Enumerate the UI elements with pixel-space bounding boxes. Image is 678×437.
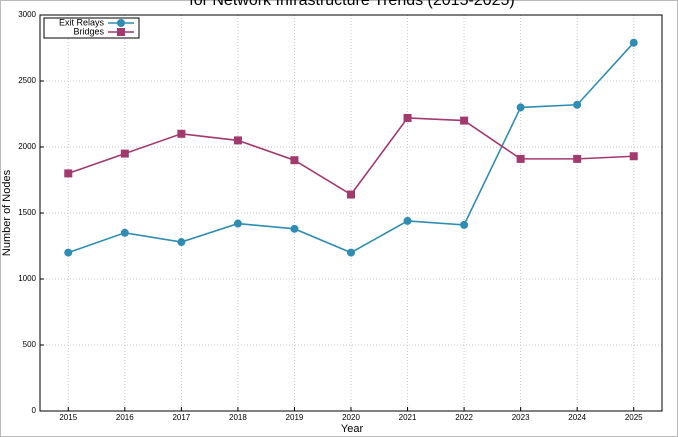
- marker: [516, 154, 525, 163]
- marker: [573, 154, 582, 163]
- chart-title: for Network Infrastructure Trends (2015-…: [189, 0, 514, 9]
- x-tick-label: 2018: [229, 413, 247, 422]
- marker: [120, 228, 129, 237]
- marker: [460, 220, 469, 229]
- x-tick-label: 2017: [172, 413, 190, 422]
- x-tick-label: 2016: [116, 413, 134, 422]
- x-tick-label: 2021: [399, 413, 417, 422]
- marker: [403, 216, 412, 225]
- y-tick-label: 0: [32, 406, 37, 415]
- marker: [177, 129, 186, 138]
- y-tick-label: 500: [23, 340, 37, 349]
- y-tick-label: 1000: [18, 274, 36, 283]
- x-tick-label: 2025: [625, 413, 643, 422]
- x-tick-label: 2022: [455, 413, 473, 422]
- legend-marker: [117, 19, 125, 27]
- marker: [177, 238, 186, 247]
- marker: [403, 113, 412, 122]
- marker: [64, 248, 73, 257]
- x-tick-label: 2024: [568, 413, 586, 422]
- y-tick-label: 2500: [18, 76, 36, 85]
- x-tick-label: 2019: [286, 413, 304, 422]
- marker: [629, 152, 638, 161]
- y-axis-label: Number of Nodes: [1, 169, 13, 256]
- y-tick-label: 3000: [18, 10, 36, 19]
- x-tick-label: 2020: [342, 413, 360, 422]
- legend-label: Exit Relays: [59, 17, 105, 27]
- legend-label: Bridges: [73, 26, 104, 36]
- marker: [233, 219, 242, 228]
- marker: [573, 100, 582, 109]
- marker: [516, 103, 525, 112]
- marker: [120, 149, 129, 158]
- marker: [347, 248, 355, 257]
- marker: [290, 156, 299, 165]
- x-tick-label: 2015: [59, 413, 77, 422]
- y-tick-label: 2000: [18, 142, 36, 151]
- plot-border: [39, 14, 663, 412]
- marker: [629, 38, 638, 47]
- marker: [347, 190, 355, 199]
- marker: [460, 116, 469, 125]
- marker: [64, 169, 73, 178]
- x-tick-label: 2023: [512, 413, 530, 422]
- marker: [290, 224, 299, 233]
- marker: [233, 136, 242, 145]
- y-tick-label: 1500: [18, 208, 36, 217]
- x-axis-label: Year: [341, 423, 364, 435]
- legend-marker: [117, 28, 125, 36]
